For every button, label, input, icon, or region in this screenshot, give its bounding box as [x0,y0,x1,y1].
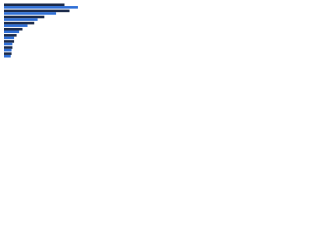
bar [4,30,20,34]
bar [4,21,35,25]
bar [4,36,15,40]
bar [4,24,28,27]
bar [4,42,13,46]
bar [4,52,12,55]
chart [0,0,100,71]
bar [4,3,65,7]
bar [4,40,15,43]
bar [4,54,11,58]
bar [4,46,13,49]
bar [4,15,45,19]
bar [4,27,23,31]
bar [4,12,57,15]
bar [4,48,12,52]
bar [4,9,70,13]
bar [4,6,78,9]
bar [4,34,17,37]
bar [4,18,38,21]
